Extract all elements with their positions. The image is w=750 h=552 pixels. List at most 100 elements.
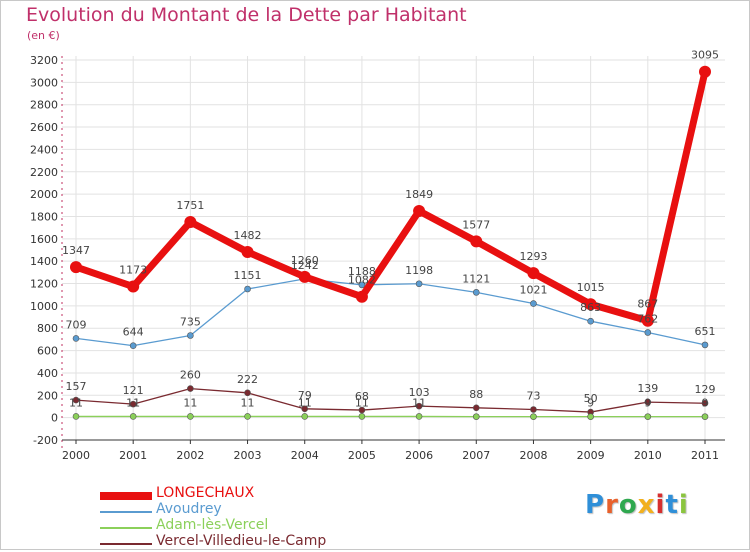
data-point [242, 246, 254, 258]
y-tick-label: 200 [37, 389, 58, 402]
y-tick-label: 1000 [30, 300, 58, 313]
y-tick-label: 600 [37, 345, 58, 358]
legend-swatch [100, 543, 152, 545]
data-point [187, 386, 193, 392]
x-tick-label: 2008 [519, 449, 547, 462]
y-tick-label: 1200 [30, 278, 58, 291]
data-point [588, 318, 594, 324]
data-point [699, 66, 711, 78]
data-label: 1173 [119, 264, 147, 277]
legend-swatch [100, 492, 152, 500]
data-point [530, 406, 536, 412]
x-tick-label: 2011 [691, 449, 719, 462]
y-tick-label: 3000 [30, 76, 58, 89]
x-tick-label: 2006 [405, 449, 433, 462]
data-label: 1293 [519, 250, 547, 263]
legend-swatch [100, 511, 152, 513]
data-label: 9 [702, 397, 709, 410]
y-tick-label: 400 [37, 367, 58, 380]
data-point [470, 235, 482, 247]
data-label: 11 [241, 396, 255, 409]
x-tick-label: 2002 [176, 449, 204, 462]
y-tick-label: 3200 [30, 54, 58, 67]
y-tick-label: 2600 [30, 121, 58, 134]
data-point [73, 335, 79, 341]
x-tick-label: 2003 [234, 449, 262, 462]
data-label: 1577 [462, 218, 490, 231]
data-label: 157 [66, 380, 87, 393]
y-tick-label: 2200 [30, 166, 58, 179]
y-tick-label: -200 [33, 434, 58, 447]
data-label: 50 [584, 392, 598, 405]
data-point [245, 390, 251, 396]
y-tick-label: 2400 [30, 143, 58, 156]
data-point [302, 413, 308, 419]
data-label: 1188 [348, 265, 376, 278]
data-point [527, 267, 539, 279]
logo-letter: i [679, 490, 689, 520]
data-point [127, 281, 139, 293]
data-point [645, 329, 651, 335]
logo-letter: o [619, 490, 638, 520]
data-label: 121 [123, 384, 144, 397]
y-tick-label: 2000 [30, 188, 58, 201]
data-point [702, 342, 708, 348]
data-label: 260 [180, 369, 201, 382]
logo-letter: x [638, 490, 656, 520]
data-point [530, 414, 536, 420]
data-point [645, 414, 651, 420]
data-point [530, 301, 536, 307]
data-label: 103 [409, 386, 430, 399]
x-tick-label: 2009 [577, 449, 605, 462]
data-label: 222 [237, 373, 258, 386]
x-tick-label: 2005 [348, 449, 376, 462]
data-label: 1347 [62, 244, 90, 257]
legend-label: Vercel-Villedieu-le-Camp [156, 533, 326, 549]
data-point [130, 413, 136, 419]
x-tick-label: 2001 [119, 449, 147, 462]
data-label: 11 [183, 396, 197, 409]
proxiti-logo: Proxiti [585, 490, 689, 520]
legend-label: LONGECHAUX [156, 485, 254, 501]
data-label: 1015 [577, 281, 605, 294]
data-point [473, 405, 479, 411]
data-point [413, 205, 425, 217]
y-tick-label: 0 [51, 412, 58, 425]
data-point [73, 413, 79, 419]
data-label: 644 [123, 326, 144, 339]
data-point [299, 271, 311, 283]
data-label: 1151 [234, 269, 262, 282]
data-label: 3095 [691, 49, 719, 62]
data-point [184, 216, 196, 228]
data-point [473, 414, 479, 420]
data-label: 651 [695, 325, 716, 338]
data-label: 1242 [291, 259, 319, 272]
data-label: 1021 [519, 284, 547, 297]
data-label: 11 [69, 396, 83, 409]
data-point [356, 291, 368, 303]
x-tick-label: 2000 [62, 449, 90, 462]
data-point [416, 413, 422, 419]
data-label: 867 [637, 298, 658, 311]
data-label: 79 [298, 389, 312, 402]
y-tick-label: 800 [37, 322, 58, 335]
x-tick-label: 2010 [634, 449, 662, 462]
y-tick-label: 1600 [30, 233, 58, 246]
data-point [416, 281, 422, 287]
legend-label: Adam-lès-Vercel [156, 517, 268, 533]
logo-letter: t [665, 490, 678, 520]
data-point [702, 414, 708, 420]
logo-letter: i [656, 490, 666, 520]
data-point [473, 289, 479, 295]
data-point [245, 286, 251, 292]
data-label: 1849 [405, 188, 433, 201]
data-label: 709 [66, 318, 87, 331]
data-point [245, 413, 251, 419]
data-point [187, 333, 193, 339]
x-tick-label: 2004 [291, 449, 319, 462]
data-label: 762 [637, 312, 658, 325]
data-label: 1121 [462, 272, 490, 285]
data-label: 129 [695, 383, 716, 396]
data-label: 88 [469, 388, 483, 401]
